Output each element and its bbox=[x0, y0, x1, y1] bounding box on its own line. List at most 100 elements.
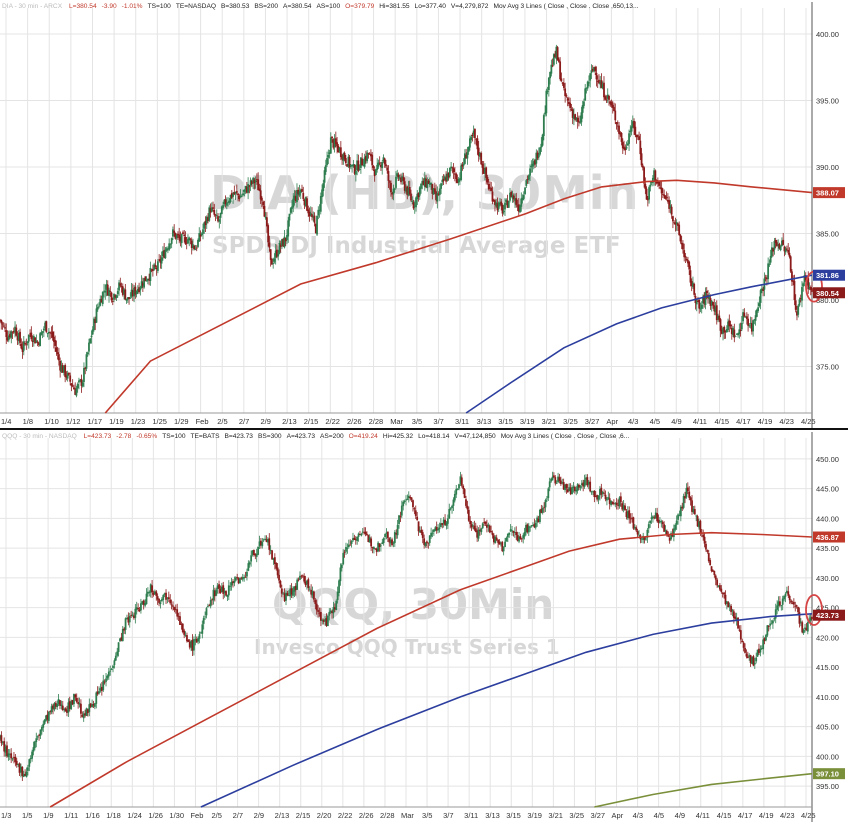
qqq-candle-body bbox=[99, 688, 102, 691]
qqq-candle-body bbox=[109, 670, 112, 672]
dia-candle-body bbox=[578, 121, 580, 123]
qqq-candle-body bbox=[412, 500, 414, 508]
dia-x-tick-label: 2/22 bbox=[325, 417, 340, 426]
dia-candle-body bbox=[529, 168, 531, 176]
dia-candle-body bbox=[361, 158, 364, 166]
qqq-candle-body bbox=[373, 547, 375, 550]
dia-candle-body bbox=[39, 333, 41, 347]
qqq-candle-body bbox=[469, 520, 472, 525]
dia-candle-body bbox=[40, 332, 43, 335]
dia-candle-body bbox=[366, 152, 369, 162]
qqq-chart-panel[interactable]: QQQ - 30 min - NASDAQ L=423.73 -2.78 -0.65… bbox=[0, 430, 848, 822]
dia-candle-body bbox=[96, 307, 99, 310]
dia-candle-body bbox=[635, 135, 638, 138]
qqq-candle-body bbox=[438, 527, 441, 530]
dia-candle-body bbox=[512, 195, 515, 200]
dia-candle-body bbox=[223, 199, 226, 205]
qqq-candle-body bbox=[324, 619, 326, 622]
dia-candle-body bbox=[680, 242, 683, 245]
qqq-candle-body bbox=[624, 505, 626, 511]
qqq-candle-body bbox=[779, 601, 781, 606]
qqq-candle-body bbox=[413, 508, 416, 510]
dia-candle-body bbox=[239, 196, 242, 198]
dia-candle-body bbox=[683, 250, 686, 258]
dia-candle-body bbox=[128, 297, 130, 300]
qqq-candle-body bbox=[74, 694, 77, 698]
dia-candle-body bbox=[264, 216, 267, 219]
dia-candle-body bbox=[173, 230, 176, 233]
dia-candle-body bbox=[42, 328, 45, 331]
dia-candle-body bbox=[159, 259, 162, 263]
dia-candle-body bbox=[695, 300, 698, 305]
dia-candle-body bbox=[697, 301, 699, 302]
qqq-candle-body bbox=[7, 753, 10, 757]
qqq-candle-body bbox=[398, 515, 400, 524]
dia-candle-body bbox=[423, 177, 426, 187]
qqq-candle-body bbox=[384, 534, 386, 538]
dia-candle-body bbox=[782, 239, 785, 245]
qqq-candle-body bbox=[36, 736, 39, 738]
dia-candle-body bbox=[524, 187, 526, 195]
qqq-candle-body bbox=[792, 601, 795, 605]
dia-candle-body bbox=[51, 331, 54, 338]
dia-candle-body bbox=[735, 333, 738, 335]
dia-candle-body bbox=[268, 242, 271, 248]
qqq-candle-body bbox=[699, 520, 702, 534]
qqq-candle-body bbox=[332, 607, 335, 614]
dia-candle-body bbox=[615, 122, 618, 125]
qqq-candle-body bbox=[578, 484, 580, 488]
dia-candle-body bbox=[725, 328, 728, 333]
dia-quote-items: L=380.54 -3.90 -1.01% TS=100 TE=NASDAQ B=380.… bbox=[69, 3, 644, 10]
qqq-candle-body bbox=[47, 711, 50, 721]
qqq-candle-body bbox=[156, 596, 159, 600]
qqq-candle-body bbox=[336, 591, 339, 601]
dia-candle-body bbox=[392, 188, 395, 195]
dia-candle-body bbox=[584, 88, 587, 101]
qqq-candle-body bbox=[105, 678, 107, 682]
qqq-candle-body bbox=[395, 533, 398, 535]
dia-candle-body bbox=[318, 209, 321, 211]
qqq-candle-body bbox=[618, 497, 621, 507]
qqq-candle-body bbox=[251, 550, 254, 555]
dia-candle-body bbox=[311, 214, 313, 218]
qqq-candle-body bbox=[780, 605, 783, 607]
dia-candle-body bbox=[195, 247, 198, 249]
dia-candle-body bbox=[400, 177, 402, 183]
dia-candle-body bbox=[447, 172, 450, 178]
dia-candle-body bbox=[144, 276, 147, 282]
dia-candle-body bbox=[636, 135, 639, 137]
dia-x-tick-label: 1/8 bbox=[23, 417, 33, 426]
dia-candle-body bbox=[546, 90, 549, 92]
dia-candle-body bbox=[445, 177, 447, 182]
dia-candle-body bbox=[690, 281, 693, 286]
panel-divider[interactable] bbox=[0, 428, 848, 430]
dia-candle-body bbox=[501, 205, 504, 214]
dia-candle-body bbox=[565, 95, 568, 97]
dia-candle-body bbox=[765, 277, 768, 280]
dia-candle-body bbox=[242, 193, 244, 196]
qqq-candle-body bbox=[642, 535, 645, 540]
dia-price-chart[interactable]: 375.00 380.00 385.00 390.00 395.00 400.00 1/4 1… bbox=[0, 0, 848, 428]
dia-chart-panel[interactable]: DIA - 30 min - ARCX L=380.54 -3.90 -1.01% T… bbox=[0, 0, 848, 428]
qqq-quote-items: L=423.73 -2.78 -0.65% TS=100 TE=BATS B=423.73… bbox=[84, 433, 635, 440]
dia-candle-body bbox=[338, 147, 341, 151]
qqq-candle-body bbox=[20, 766, 22, 773]
qqq-price-chart[interactable]: 395.00 400.00 405.00 410.00 415.00 420.00 425.… bbox=[0, 430, 848, 822]
qqq-candle-body bbox=[268, 538, 271, 550]
dia-candle-body bbox=[116, 291, 119, 295]
dia-candle-body bbox=[599, 81, 602, 85]
dia-candle-body bbox=[616, 125, 619, 127]
dia-candle-body bbox=[154, 265, 157, 267]
qqq-x-tick-label: Mar bbox=[401, 811, 414, 820]
dia-candle-body bbox=[704, 291, 707, 305]
qqq-candle-body bbox=[785, 590, 788, 593]
qqq-candle-body bbox=[181, 623, 184, 632]
dia-candle-body bbox=[0, 319, 3, 324]
qqq-candle-body bbox=[197, 638, 200, 642]
qqq-candle-body bbox=[119, 638, 121, 642]
dia-candle-body bbox=[131, 290, 134, 297]
qqq-price-tag-label: 397.10 bbox=[816, 770, 839, 779]
dia-x-tick-label: 1/23 bbox=[131, 417, 146, 426]
qqq-y-tick-label: 435.00 bbox=[816, 544, 839, 553]
dia-candle-body bbox=[26, 341, 29, 343]
